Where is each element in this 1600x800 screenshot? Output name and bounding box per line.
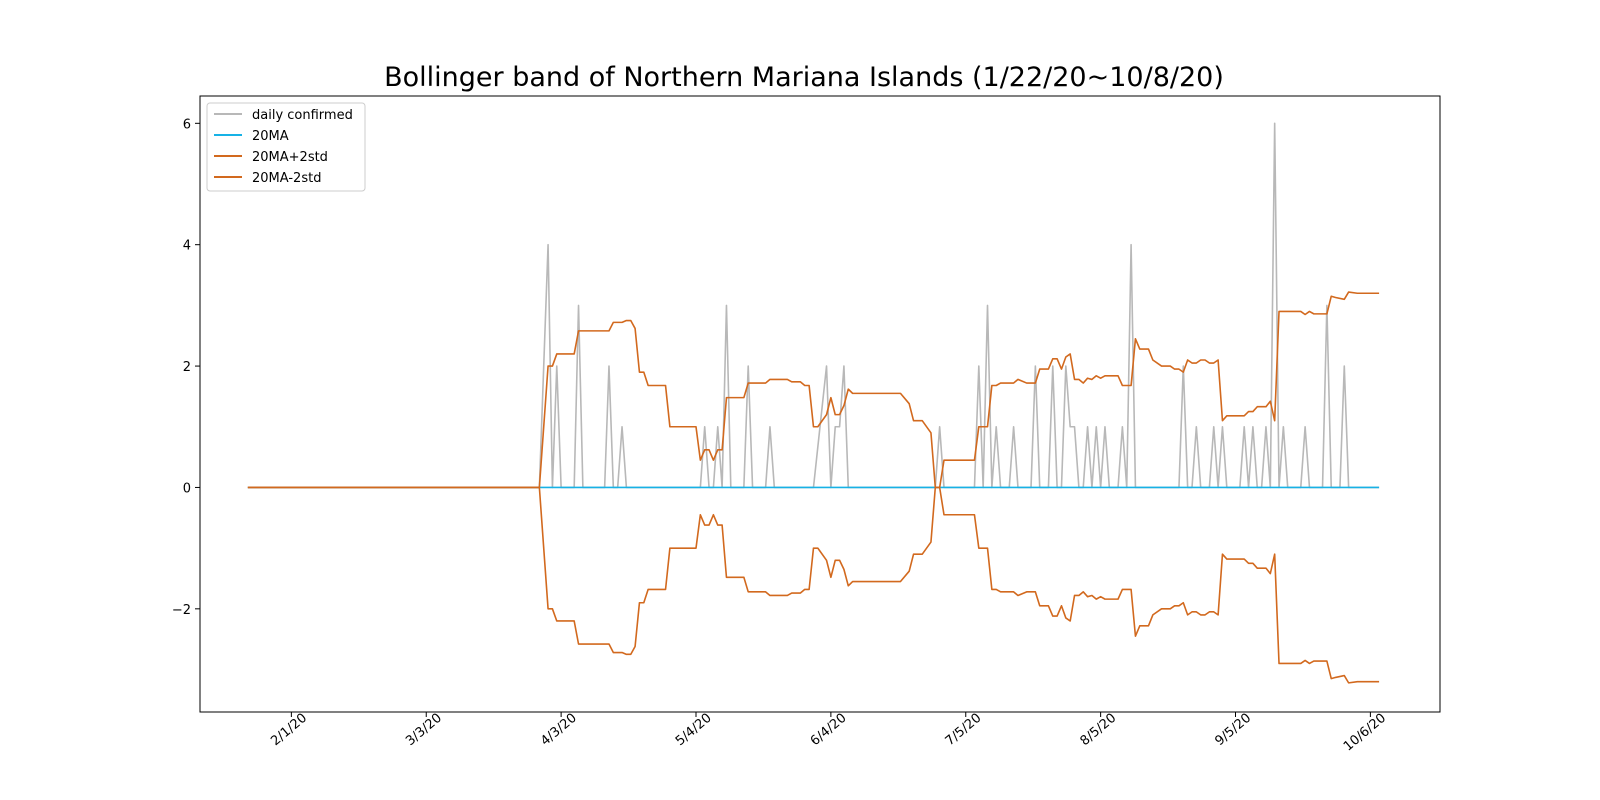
legend-box <box>206 102 366 192</box>
chart-title: Bollinger band of Northern Mariana Islan… <box>384 62 1224 93</box>
x-tick-label: 5/4/20 <box>673 711 715 749</box>
legend: daily confirmed 20MA 20MA+2std 20MA-2std <box>206 102 366 192</box>
y-tick-label: 0 <box>183 481 191 496</box>
legend-label: daily confirmed <box>252 108 353 123</box>
x-tick-label: 7/5/20 <box>943 711 985 749</box>
y-tick-label: −2 <box>172 603 191 618</box>
x-axis: 2/1/20 3/3/20 4/3/20 5/4/20 6/4/20 7/5/20 8/5/… <box>268 711 1389 755</box>
legend-label: 20MA-2std <box>252 171 321 186</box>
legend-label: 20MA+2std <box>252 150 328 165</box>
y-tick-label: 6 <box>183 117 191 132</box>
x-tick-label: 2/1/20 <box>268 711 310 749</box>
x-tick-label: 3/3/20 <box>403 711 445 749</box>
x-tick-label: 6/4/20 <box>808 711 850 749</box>
y-tick-label: 4 <box>183 239 191 254</box>
x-tick-label: 8/5/20 <box>1078 711 1120 749</box>
plot-frame <box>199 95 1441 713</box>
y-axis: −2 0 2 4 6 <box>172 117 200 618</box>
series-line-daily-confirmed <box>247 122 1380 489</box>
legend-label: 20MA <box>252 129 289 144</box>
x-tick-label: 9/5/20 <box>1212 711 1254 749</box>
plot-area <box>247 122 1380 684</box>
series-line-20ma-2std <box>247 291 1380 489</box>
x-tick-label: 4/3/20 <box>538 711 580 749</box>
series-line-20ma-2std <box>247 486 1380 684</box>
x-tick-label: 10/6/20 <box>1341 711 1389 755</box>
y-tick-label: 2 <box>183 360 191 375</box>
